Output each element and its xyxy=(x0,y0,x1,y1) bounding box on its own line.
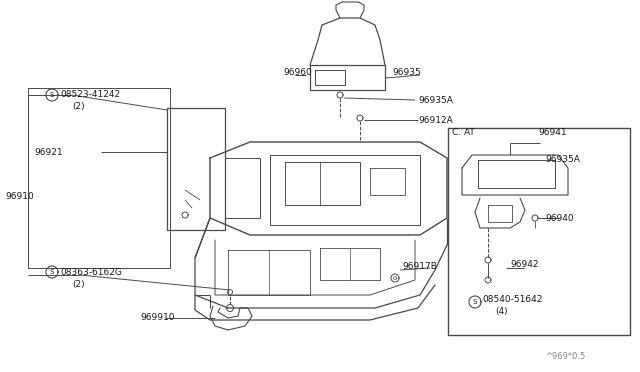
Text: ^969*0.5: ^969*0.5 xyxy=(545,352,585,361)
Text: (2): (2) xyxy=(72,102,84,111)
Text: S: S xyxy=(50,269,54,275)
Text: 969910: 969910 xyxy=(140,313,175,322)
Text: (2): (2) xyxy=(72,280,84,289)
Text: 96960: 96960 xyxy=(283,68,312,77)
Text: 96941: 96941 xyxy=(538,128,566,137)
Text: 96935A: 96935A xyxy=(545,155,580,164)
Text: 96935A: 96935A xyxy=(418,96,453,105)
Text: 96940: 96940 xyxy=(545,214,573,223)
Text: S: S xyxy=(473,299,477,305)
Text: 08363-6162G: 08363-6162G xyxy=(60,268,122,277)
Text: 96910: 96910 xyxy=(5,192,34,201)
Text: (4): (4) xyxy=(495,307,508,316)
Text: C. AT: C. AT xyxy=(452,128,475,137)
Text: 96912A: 96912A xyxy=(418,116,452,125)
Text: S: S xyxy=(50,92,54,98)
Text: 96942: 96942 xyxy=(510,260,538,269)
Text: 96935: 96935 xyxy=(392,68,420,77)
Text: 08523-41242: 08523-41242 xyxy=(60,90,120,99)
Text: 96921: 96921 xyxy=(34,148,63,157)
Text: 08540-51642: 08540-51642 xyxy=(482,295,542,304)
Text: 96917B: 96917B xyxy=(402,262,437,271)
